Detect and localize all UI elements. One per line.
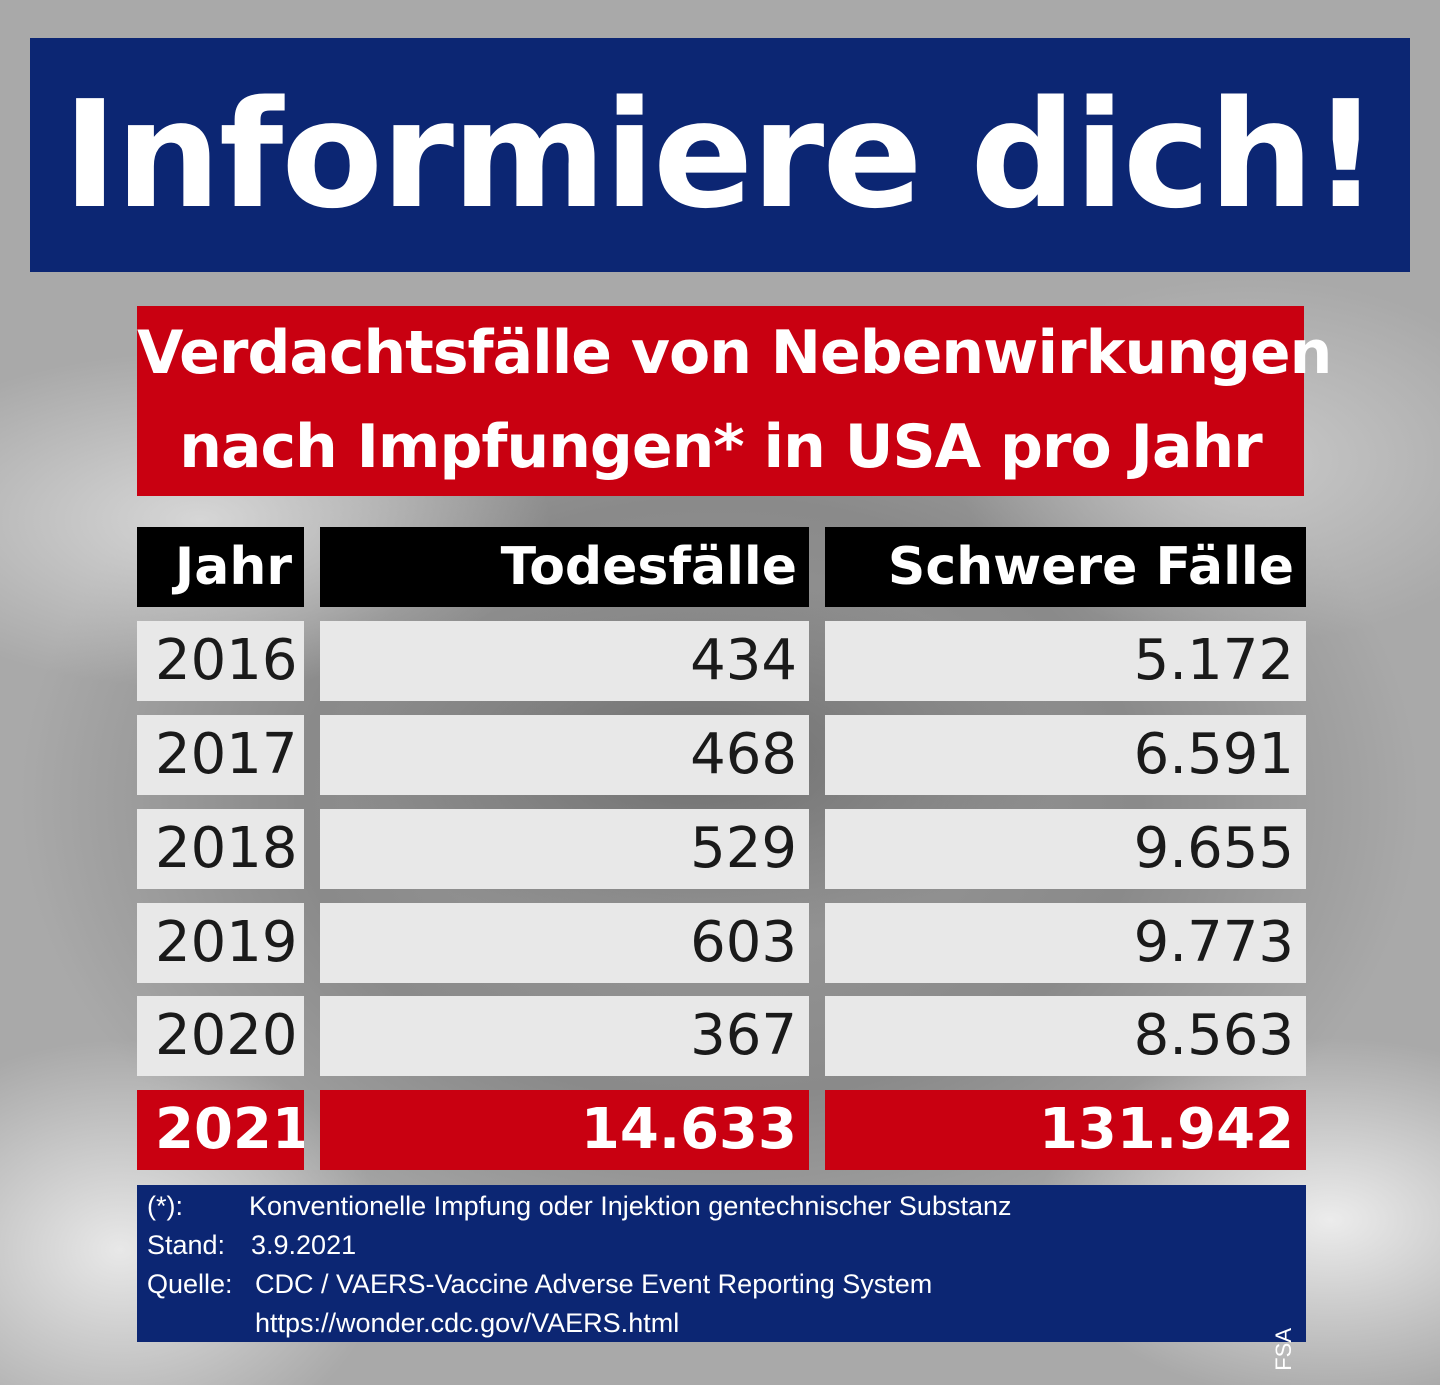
footnote-line: (*): Konventionelle Impfung oder Injektio…	[147, 1187, 1012, 1225]
cell-deaths: 529	[320, 809, 809, 889]
cell-serious: 6.591	[825, 715, 1306, 795]
footer-notes: (*): Konventionelle Impfung oder Injektio…	[137, 1185, 1306, 1371]
stand-label: Stand:	[147, 1230, 226, 1260]
headline-banner: Informiere dich!	[30, 38, 1410, 272]
credit-fsa: FSA	[1271, 1328, 1296, 1371]
source-url[interactable]: https://wonder.cdc.gov/VAERS.html	[255, 1308, 680, 1338]
subtitle-line-2: nach Impfungen* in USA pro Jahr	[179, 412, 1263, 482]
cell-serious: 9.773	[825, 903, 1306, 983]
cell-year: 2020	[137, 996, 304, 1076]
header-jahr: Jahr	[137, 527, 304, 607]
subtitle-line-1: Verdachtsfälle von Nebenwirkungen	[137, 318, 1332, 388]
cell-year: 2017	[137, 715, 304, 795]
highlight-deaths: 14.633	[320, 1090, 809, 1170]
stand-value: 3.9.2021	[251, 1230, 357, 1260]
footnote-label: (*):	[147, 1191, 183, 1221]
source-text: CDC / VAERS-Vaccine Adverse Event Report…	[255, 1269, 933, 1299]
cell-serious: 5.172	[825, 621, 1306, 701]
cell-serious: 8.563	[825, 996, 1306, 1076]
cell-deaths: 468	[320, 715, 809, 795]
cell-deaths: 603	[320, 903, 809, 983]
subtitle-banner: Verdachtsfälle von Nebenwirkungen nach I…	[137, 306, 1332, 496]
cell-year: 2018	[137, 809, 304, 889]
stand-line: Stand: 3.9.2021	[147, 1226, 356, 1264]
cell-year: 2016	[137, 621, 304, 701]
header-todesfaelle: Todesfälle	[320, 527, 809, 607]
highlight-serious: 131.942	[825, 1090, 1306, 1170]
cell-year: 2019	[137, 903, 304, 983]
cell-serious: 9.655	[825, 809, 1306, 889]
cell-deaths: 367	[320, 996, 809, 1076]
footnote-text: Konventionelle Impfung oder Injektion ge…	[249, 1191, 1012, 1221]
source-label: Quelle:	[147, 1269, 233, 1299]
cell-deaths: 434	[320, 621, 809, 701]
highlight-year: 2021	[137, 1090, 304, 1170]
source-line: Quelle: CDC / VAERS-Vaccine Adverse Event…	[147, 1265, 932, 1303]
header-schwere-faelle: Schwere Fälle	[825, 527, 1306, 607]
